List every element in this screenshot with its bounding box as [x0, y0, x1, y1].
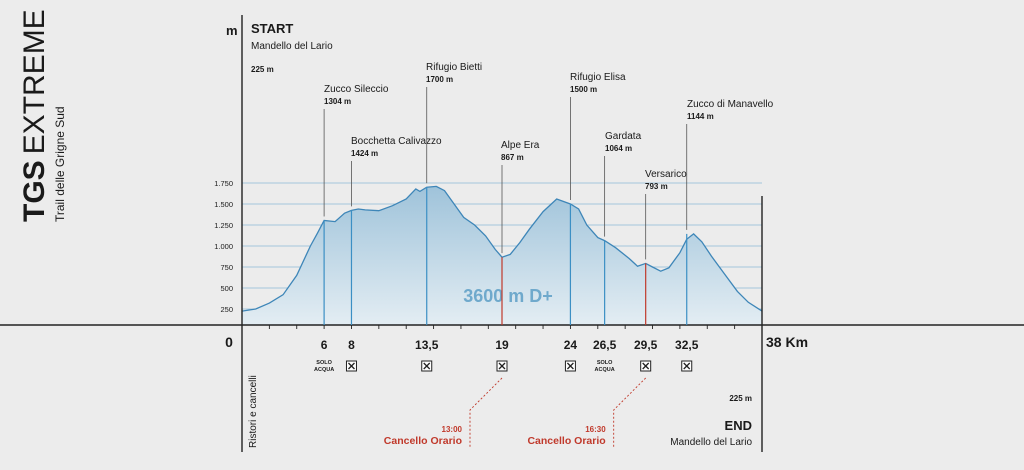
elevation-gain-label: 3600 m D+ — [463, 286, 553, 306]
km-marker-label: 26,5 — [593, 338, 617, 352]
title-bold: TGS — [18, 160, 51, 222]
start-place: Mandello del Lario — [251, 41, 333, 52]
waypoint-name: Rifugio Bietti — [426, 62, 482, 73]
aid-station-icon — [640, 360, 652, 372]
km-marker-label: 32,5 — [675, 338, 699, 352]
cutoff-time: 13:00 — [442, 425, 463, 434]
waypoint-elevation: 1064 m — [605, 144, 632, 153]
waypoint-elevation: 1700 m — [426, 75, 453, 84]
y-tick-label: 1.750 — [214, 179, 233, 188]
y-tick-label: 1.250 — [214, 221, 233, 230]
cutoff-time: 16:30 — [585, 425, 606, 434]
km-marker-label: 8 — [348, 338, 355, 352]
y-tick-label: 1.500 — [214, 200, 233, 209]
aid-station-icon — [345, 360, 357, 372]
y-tick-label: 500 — [220, 284, 233, 293]
waypoint-elevation: 793 m — [645, 182, 668, 191]
waypoint-elevation: 867 m — [501, 153, 524, 162]
title-light: EXTREME — [18, 9, 51, 154]
end-elevation: 225 m — [729, 394, 752, 403]
cutoff-leader — [469, 377, 503, 448]
km-marker-label: 6 — [321, 338, 328, 352]
km-marker-label: 24 — [564, 338, 578, 352]
cutoff-label: Cancello Orario — [384, 435, 462, 447]
chart-subtitle: Trail delle Grigne Sud — [53, 106, 67, 222]
waypoint-name: Zucco Sileccio — [324, 84, 389, 95]
waypoint-name: Zucco di Manavello — [687, 99, 774, 110]
y-tick-label: 750 — [220, 263, 233, 272]
elevation-area — [242, 186, 762, 325]
waypoint-name: Versarico — [645, 169, 687, 180]
chart-title: TGS EXTREME — [18, 9, 51, 222]
aid-water-label: ACQUA — [595, 367, 615, 373]
waypoint-elevation: 1424 m — [351, 149, 378, 158]
aid-water-label: SOLO — [316, 360, 332, 366]
y-tick-label: 250 — [220, 305, 233, 314]
x-origin-label: 0 — [225, 334, 233, 350]
waypoint-elevation: 1144 m — [687, 112, 714, 121]
waypoint-name: Rifugio Elisa — [570, 72, 626, 83]
y-tick-label: 1.000 — [214, 242, 233, 251]
end-label: END — [725, 418, 752, 433]
aid-station-icon — [496, 360, 508, 372]
aid-station-icon — [421, 360, 433, 372]
cutoff-leader — [613, 377, 647, 448]
start-label: START — [251, 21, 293, 36]
km-marker-label: 19 — [495, 338, 509, 352]
waypoint-name: Gardata — [605, 131, 642, 142]
cutoff-label: Cancello Orario — [527, 435, 605, 447]
x-end-label: 38 Km — [766, 334, 808, 350]
waypoint-elevation: 1304 m — [324, 97, 351, 106]
waypoint-elevation: 1500 m — [570, 85, 597, 94]
km-marker-label: 29,5 — [634, 338, 658, 352]
end-place: Mandello del Lario — [670, 437, 752, 448]
y-axis-unit: m — [226, 23, 238, 38]
ristori-label: Ristori e cancelli — [248, 375, 259, 448]
km-marker-label: 13,5 — [415, 338, 439, 352]
aid-station-icon — [681, 360, 693, 372]
waypoint-name: Alpe Era — [501, 140, 540, 151]
aid-water-label: ACQUA — [314, 367, 334, 373]
aid-station-icon — [564, 360, 576, 372]
start-elevation: 225 m — [251, 65, 274, 74]
waypoint-name: Bocchetta Calivazzo — [351, 136, 442, 147]
aid-water-label: SOLO — [597, 360, 613, 366]
